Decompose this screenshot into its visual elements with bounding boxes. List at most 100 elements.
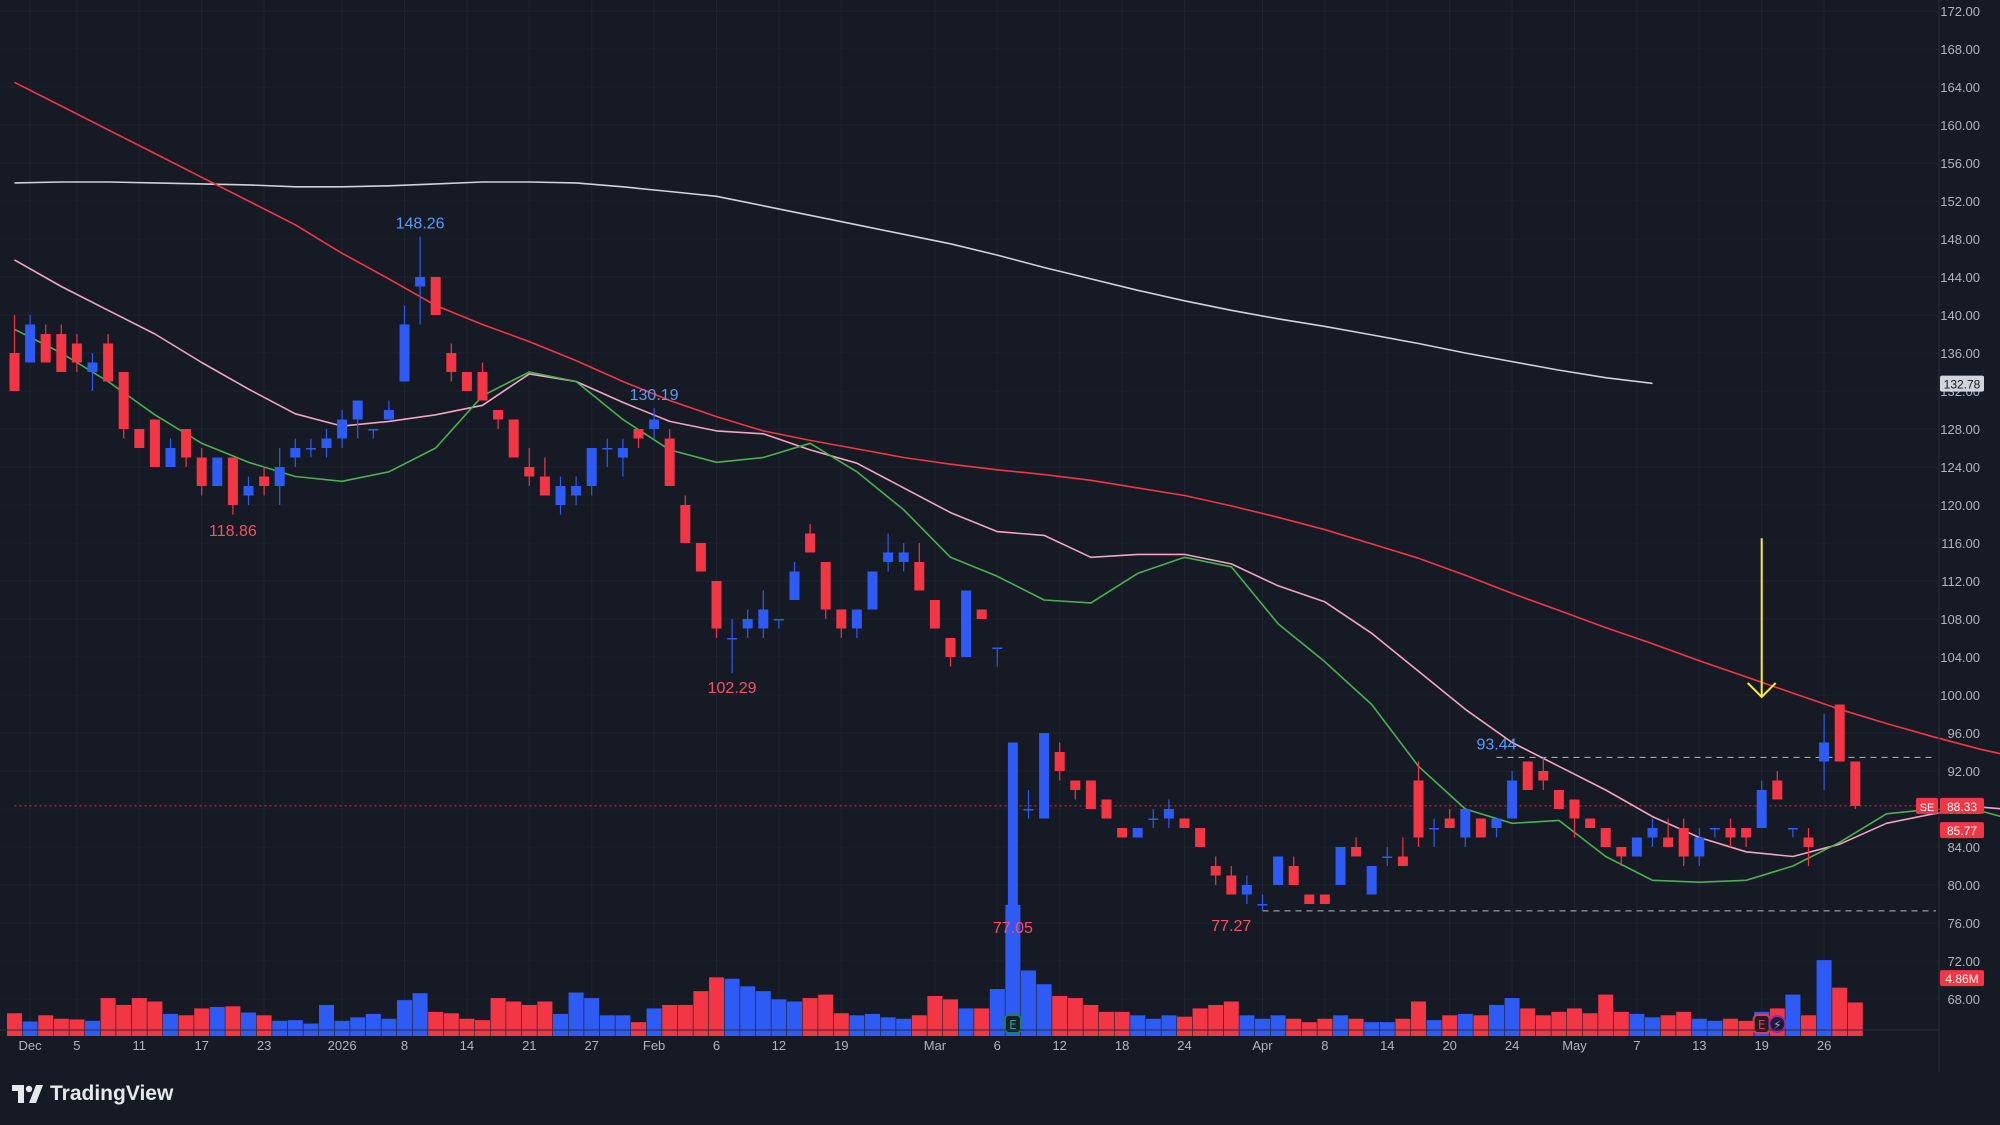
candle-body[interactable] bbox=[633, 429, 644, 439]
candle-body[interactable] bbox=[446, 353, 457, 372]
candlesticks[interactable] bbox=[9, 236, 1861, 914]
time-axis[interactable]: Dec 5 11 17 23 2026 8 14 21 27 Feb 6 12 19 Mar 6 12 18 24 A… bbox=[0, 1029, 1938, 1053]
candle-body[interactable] bbox=[274, 467, 285, 486]
candle-body[interactable] bbox=[1257, 904, 1268, 906]
candle-body[interactable] bbox=[1039, 733, 1050, 819]
tradingview-brand[interactable]: TradingView bbox=[12, 1082, 173, 1106]
candle-body[interactable] bbox=[1226, 875, 1237, 895]
candle-body[interactable] bbox=[103, 343, 114, 382]
candle-body[interactable] bbox=[539, 476, 550, 496]
candle-body[interactable] bbox=[789, 571, 800, 601]
candle-body[interactable] bbox=[1288, 866, 1299, 885]
candle-body[interactable] bbox=[1366, 866, 1377, 895]
candle-body[interactable] bbox=[571, 486, 582, 496]
candle-body[interactable] bbox=[1054, 752, 1065, 771]
candle-body[interactable] bbox=[40, 334, 51, 363]
candle-body[interactable] bbox=[1616, 847, 1627, 857]
candle-body[interactable] bbox=[1709, 828, 1720, 830]
candle-body[interactable] bbox=[1631, 837, 1642, 857]
candle-body[interactable] bbox=[337, 419, 348, 439]
candle-body[interactable] bbox=[680, 505, 691, 543]
candle-body[interactable] bbox=[1429, 828, 1440, 830]
candle-body[interactable] bbox=[1335, 847, 1346, 885]
candle-body[interactable] bbox=[1382, 856, 1393, 859]
candle-body[interactable] bbox=[9, 353, 20, 391]
candle-body[interactable] bbox=[1195, 828, 1206, 847]
candle-body[interactable] bbox=[742, 619, 753, 629]
candle-body[interactable] bbox=[1491, 818, 1502, 829]
candle-body[interactable] bbox=[1647, 828, 1658, 838]
candle-body[interactable] bbox=[695, 543, 706, 572]
candle-body[interactable] bbox=[1694, 837, 1705, 857]
candle-body[interactable] bbox=[118, 372, 129, 429]
candle-body[interactable] bbox=[883, 552, 894, 563]
candle-body[interactable] bbox=[1101, 799, 1112, 819]
candle-body[interactable] bbox=[149, 419, 160, 468]
candle-body[interactable] bbox=[664, 438, 675, 487]
candle-body[interactable] bbox=[867, 571, 878, 610]
candle-body[interactable] bbox=[1210, 866, 1221, 876]
candle-body[interactable] bbox=[524, 467, 535, 477]
earnings-marker-icon[interactable] bbox=[1003, 1014, 1022, 1034]
candle-body[interactable] bbox=[56, 334, 67, 372]
candle-body[interactable] bbox=[1569, 799, 1580, 819]
price-axis[interactable]: 172.00 168.00 164.00 160.00 156.00 152.00 148.… bbox=[1916, 0, 1984, 1072]
candle-body[interactable] bbox=[181, 429, 192, 458]
event-markers[interactable]: E E ⚡ bbox=[1003, 1014, 1787, 1034]
candle-body[interactable] bbox=[290, 448, 301, 458]
candle-body[interactable] bbox=[1117, 828, 1128, 838]
candle-body[interactable] bbox=[945, 638, 956, 657]
candle-body[interactable] bbox=[1475, 818, 1486, 838]
candle-body[interactable] bbox=[929, 600, 940, 629]
candle-body[interactable] bbox=[820, 562, 831, 610]
candle-body[interactable] bbox=[415, 277, 426, 287]
candle-body[interactable] bbox=[1819, 742, 1830, 762]
candle-body[interactable] bbox=[1179, 818, 1190, 829]
candle-body[interactable] bbox=[1725, 828, 1736, 838]
candle-body[interactable] bbox=[25, 324, 36, 363]
candle-body[interactable] bbox=[1163, 809, 1174, 819]
candle-body[interactable] bbox=[1678, 828, 1689, 857]
candle-body[interactable] bbox=[992, 647, 1003, 650]
candle-body[interactable] bbox=[165, 448, 176, 467]
candle-body[interactable] bbox=[1553, 790, 1564, 809]
candle-body[interactable] bbox=[493, 410, 504, 420]
candle-body[interactable] bbox=[477, 372, 488, 401]
candle-body[interactable] bbox=[1834, 704, 1845, 762]
candle-body[interactable] bbox=[836, 609, 847, 629]
candle-body[interactable] bbox=[1413, 780, 1424, 838]
candle-body[interactable] bbox=[1741, 828, 1752, 838]
candle-body[interactable] bbox=[1507, 780, 1518, 819]
candle-body[interactable] bbox=[617, 448, 628, 458]
candle-body[interactable] bbox=[1148, 818, 1159, 821]
candle-body[interactable] bbox=[1241, 885, 1252, 895]
candle-body[interactable] bbox=[1850, 761, 1861, 806]
candle-body[interactable] bbox=[243, 486, 254, 496]
candle-body[interactable] bbox=[259, 476, 270, 487]
candle-body[interactable] bbox=[305, 448, 316, 450]
candle-body[interactable] bbox=[1304, 894, 1315, 905]
candle-body[interactable] bbox=[1007, 742, 1018, 914]
candle-body[interactable] bbox=[196, 457, 207, 487]
candle-body[interactable] bbox=[71, 343, 82, 363]
candle-body[interactable] bbox=[914, 562, 925, 591]
candle-body[interactable] bbox=[1319, 894, 1330, 905]
candle-body[interactable] bbox=[1756, 790, 1767, 828]
candle-body[interactable] bbox=[508, 419, 519, 458]
candle-body[interactable] bbox=[368, 429, 379, 431]
candle-body[interactable] bbox=[1600, 828, 1611, 847]
candle-body[interactable] bbox=[1085, 780, 1096, 810]
candle-body[interactable] bbox=[134, 429, 145, 448]
candle-body[interactable] bbox=[1460, 809, 1471, 838]
candle-body[interactable] bbox=[1023, 809, 1034, 811]
candle-body[interactable] bbox=[1663, 837, 1674, 848]
candle-body[interactable] bbox=[586, 448, 597, 486]
candle-body[interactable] bbox=[649, 419, 660, 430]
candle-body[interactable] bbox=[602, 448, 613, 450]
candle-body[interactable] bbox=[1585, 818, 1596, 829]
candle-body[interactable] bbox=[1273, 856, 1284, 886]
candle-body[interactable] bbox=[851, 609, 862, 629]
candle-body[interactable] bbox=[212, 457, 223, 487]
candle-body[interactable] bbox=[352, 400, 363, 420]
